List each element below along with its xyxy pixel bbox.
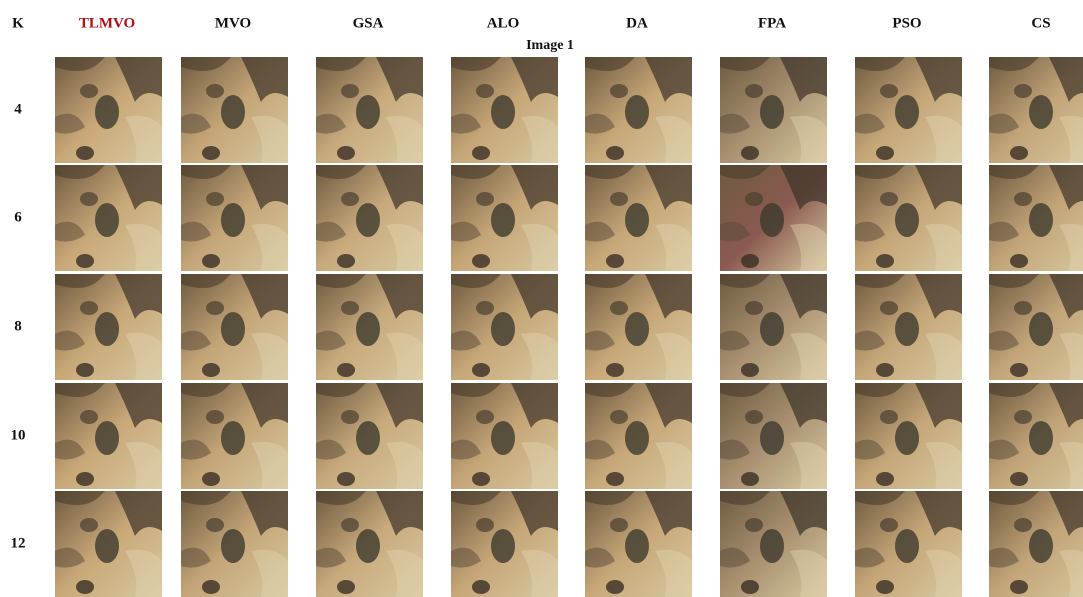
result-image — [989, 491, 1083, 597]
image-content — [181, 57, 288, 163]
image-content — [585, 57, 692, 163]
method-label: PSO — [892, 16, 921, 33]
image-content — [316, 165, 423, 271]
image-content — [316, 274, 423, 380]
method-label: ALO — [487, 16, 520, 33]
result-image — [585, 491, 692, 597]
figure: K Image 1 TLMVO MVO GSA ALO DA FPA PSO CS 4 6 8 10 1… — [0, 0, 1083, 592]
image-content — [316, 491, 423, 597]
result-image — [181, 165, 288, 271]
result-image — [855, 274, 962, 380]
result-image — [720, 57, 827, 163]
row-label: 8 — [14, 319, 22, 336]
result-image — [181, 383, 288, 489]
image-content — [316, 383, 423, 489]
method-label: FPA — [758, 16, 786, 33]
image-content — [720, 165, 827, 271]
result-image — [451, 491, 558, 597]
result-image — [720, 383, 827, 489]
image-content — [855, 274, 962, 380]
image-content — [585, 383, 692, 489]
image-content — [181, 274, 288, 380]
image-content — [181, 383, 288, 489]
image-content — [720, 383, 827, 489]
image-content — [316, 57, 423, 163]
image-content — [989, 383, 1083, 489]
method-label: CS — [1031, 16, 1050, 33]
image-content — [55, 383, 162, 489]
image-content — [855, 165, 962, 271]
image-content — [55, 57, 162, 163]
row-label: 6 — [14, 210, 22, 227]
result-image — [855, 165, 962, 271]
result-image — [989, 274, 1083, 380]
method-label: DA — [626, 16, 648, 33]
subtitle: Image 1 — [526, 38, 574, 54]
image-content — [855, 383, 962, 489]
image-content — [585, 491, 692, 597]
result-image — [989, 165, 1083, 271]
image-content — [855, 491, 962, 597]
method-label: MVO — [215, 16, 251, 33]
result-image — [855, 57, 962, 163]
method-label: TLMVO — [79, 16, 135, 33]
image-content — [55, 491, 162, 597]
result-image — [181, 57, 288, 163]
result-image — [55, 165, 162, 271]
image-content — [55, 274, 162, 380]
image-content — [181, 165, 288, 271]
result-image — [316, 274, 423, 380]
row-label: 4 — [14, 102, 22, 119]
row-label: 12 — [11, 536, 26, 553]
image-content — [720, 491, 827, 597]
result-image — [451, 274, 558, 380]
image-content — [451, 165, 558, 271]
image-content — [55, 165, 162, 271]
image-content — [720, 57, 827, 163]
result-image — [451, 165, 558, 271]
image-content — [989, 491, 1083, 597]
result-image — [720, 491, 827, 597]
result-image — [55, 383, 162, 489]
result-image — [181, 274, 288, 380]
result-image — [585, 57, 692, 163]
image-content — [451, 57, 558, 163]
result-image — [855, 383, 962, 489]
row-label: 10 — [11, 428, 26, 445]
result-image — [316, 383, 423, 489]
result-image — [55, 274, 162, 380]
result-image — [316, 57, 423, 163]
result-image — [585, 383, 692, 489]
result-image — [989, 57, 1083, 163]
image-content — [989, 57, 1083, 163]
result-image — [451, 383, 558, 489]
result-image — [316, 165, 423, 271]
image-content — [451, 491, 558, 597]
result-image — [720, 165, 827, 271]
corner-label: K — [12, 16, 24, 33]
image-content — [855, 57, 962, 163]
image-content — [720, 274, 827, 380]
image-content — [989, 274, 1083, 380]
image-content — [585, 274, 692, 380]
image-content — [451, 383, 558, 489]
result-image — [989, 383, 1083, 489]
result-image — [855, 491, 962, 597]
result-image — [181, 491, 288, 597]
image-content — [585, 165, 692, 271]
result-image — [55, 57, 162, 163]
result-image — [316, 491, 423, 597]
method-label: GSA — [353, 16, 384, 33]
image-content — [989, 165, 1083, 271]
result-image — [720, 274, 827, 380]
result-image — [55, 491, 162, 597]
result-image — [585, 274, 692, 380]
result-image — [585, 165, 692, 271]
result-image — [451, 57, 558, 163]
image-content — [181, 491, 288, 597]
image-content — [451, 274, 558, 380]
